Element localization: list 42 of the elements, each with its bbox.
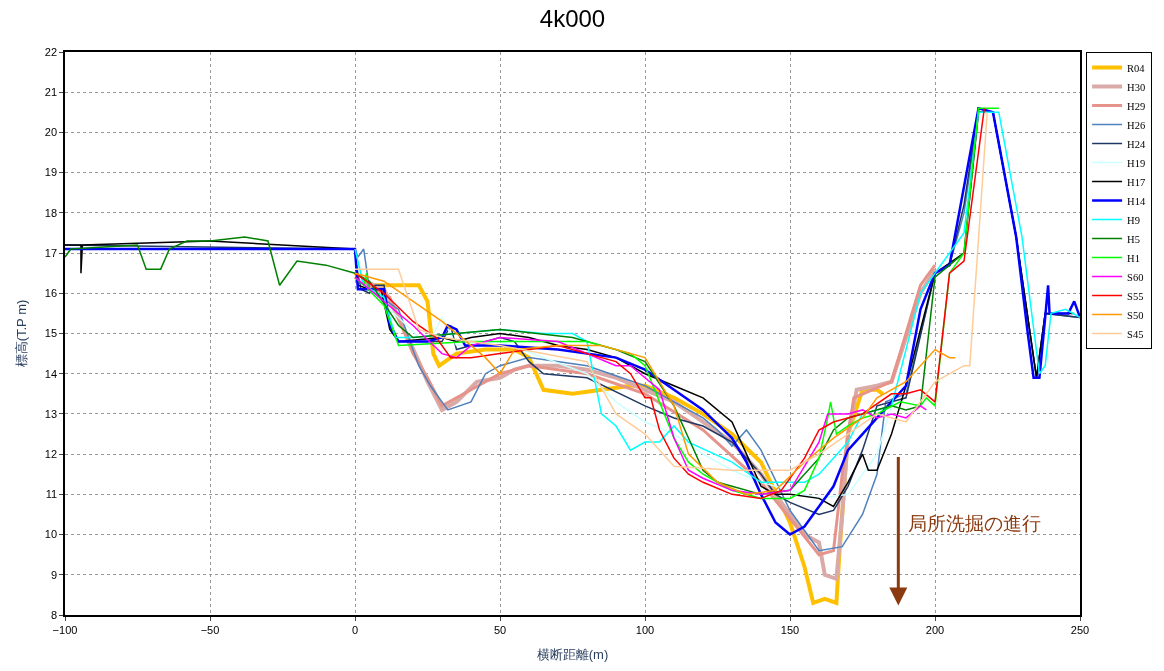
legend-label: H30	[1127, 81, 1146, 93]
x-tick-label: −100	[52, 623, 78, 636]
y-tick-label: 13	[44, 407, 58, 420]
y-tick-label: 19	[44, 166, 58, 179]
x-axis-title: 横断距離(m)	[536, 647, 609, 663]
x-tick-label: 250	[1070, 623, 1090, 636]
annotation: 局所洗掘の進行	[908, 513, 1041, 534]
legend-label: H14	[1127, 195, 1146, 207]
legend-label: H19	[1127, 157, 1146, 169]
y-tick-label: 8	[50, 608, 58, 621]
legend-label: R04	[1127, 62, 1146, 74]
y-tick-label: 9	[50, 568, 58, 581]
legend-label: H9	[1127, 214, 1140, 226]
y-tick-label: 11	[45, 488, 58, 501]
x-tick-label: 0	[351, 623, 359, 636]
chart-title: 4k000	[539, 4, 606, 32]
y-tick-label: 21	[44, 86, 58, 99]
legend-label: H26	[1127, 119, 1146, 131]
legend-label: H1	[1127, 252, 1140, 264]
x-tick-label: 200	[925, 623, 945, 636]
x-tick-label: 100	[635, 623, 655, 636]
x-tick-label: 50	[493, 623, 507, 636]
x-tick-label: 150	[780, 623, 800, 636]
y-tick-label: 15	[44, 327, 58, 340]
x-tick-label: −50	[200, 623, 220, 636]
y-tick-label: 20	[44, 126, 58, 139]
y-tick-label: 17	[44, 246, 58, 259]
legend-label: H29	[1127, 100, 1146, 112]
legend-label: H5	[1127, 233, 1140, 245]
legend-label: H24	[1127, 138, 1146, 150]
y-axis-title: 標高(T.P m)	[14, 299, 30, 368]
y-tick-label: 14	[44, 367, 58, 380]
legend-label: S50	[1127, 309, 1144, 321]
y-tick-label: 22	[44, 45, 58, 58]
legend-label: H17	[1127, 176, 1146, 188]
y-tick-label: 16	[44, 287, 58, 300]
y-tick-label: 18	[44, 206, 58, 219]
legend-label: S60	[1127, 271, 1144, 283]
legend-label: S45	[1127, 328, 1144, 340]
y-tick-label: 12	[44, 447, 58, 460]
legend-label: S55	[1127, 290, 1144, 302]
y-tick-label: 10	[44, 528, 58, 541]
